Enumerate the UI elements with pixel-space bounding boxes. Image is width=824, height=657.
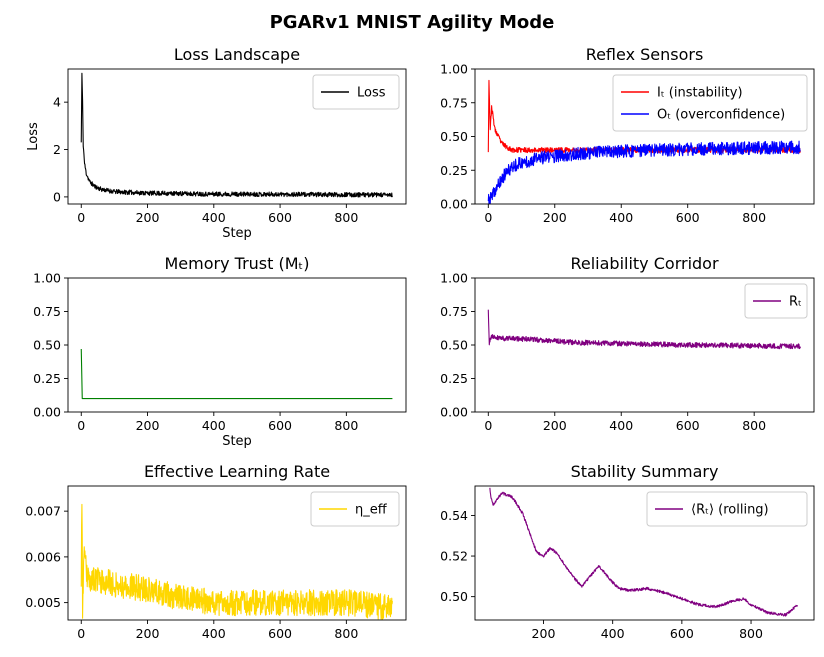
panel-reliability: Reliability Corridor 0 200 400 600 800 0.00 0.2… (440, 254, 815, 433)
legend: Iₜ (instability) Oₜ (overconfidence) (612, 74, 808, 132)
panel-title: Reflex Sensors (586, 45, 704, 64)
y-tick-label: 0.50 (440, 129, 468, 144)
x-tick-label: 200 (136, 418, 160, 433)
series-line-reflex-1 (487, 140, 801, 204)
axes-frame (67, 277, 407, 413)
x-tick-label: 0 (77, 418, 85, 433)
y-tick-label: 0.25 (33, 371, 61, 386)
y-tick-label: 0.007 (25, 504, 61, 519)
panel-title: Stability Summary (571, 462, 719, 481)
y-tick-label: 0.52 (440, 549, 468, 564)
series-line-reliability-0 (487, 309, 801, 350)
y-tick-label: 4 (53, 95, 61, 110)
panel-reflex: Reflex Sensors 0 200 400 600 800 0.00 0.25 0.50 0… (440, 45, 815, 225)
y-tick-label: 0.005 (25, 595, 61, 610)
y-tick-label: 0.50 (33, 338, 61, 353)
axes-frame (474, 485, 815, 621)
y-tick-label: 1.00 (440, 271, 468, 286)
y-tick-label: 0.75 (440, 304, 468, 319)
y-tick-label: 2 (53, 142, 61, 157)
y-tick-label: 1.00 (440, 62, 468, 77)
x-tick-label: 200 (543, 210, 567, 225)
axes-frame (67, 68, 407, 205)
series-line-memory-0 (80, 349, 393, 400)
x-tick-label: 200 (136, 626, 160, 641)
x-tick-label: 200 (532, 626, 556, 641)
x-tick-label: 600 (676, 418, 700, 433)
panel-title: Memory Trust (Mₜ) (165, 254, 310, 273)
x-tick-label: 600 (268, 418, 292, 433)
y-tick-label: 0.75 (33, 304, 61, 319)
panel-loss: Loss Landscape 0 200 400 600 800 0 2 4 Step Loss Lo… (26, 45, 407, 241)
x-tick-label: 800 (742, 210, 766, 225)
legend: Loss (312, 74, 400, 110)
legend: η_eff (310, 491, 400, 527)
x-tick-label: 0 (484, 418, 492, 433)
x-tick-label: 200 (543, 418, 567, 433)
x-axis-label: Step (222, 434, 252, 449)
x-tick-label: 400 (202, 418, 226, 433)
y-tick-label: 0.25 (440, 371, 468, 386)
y-tick-label: 1.00 (33, 271, 61, 286)
legend-box (646, 491, 808, 527)
x-tick-label: 800 (739, 626, 763, 641)
x-tick-label: 600 (268, 210, 292, 225)
figure-title: PGARv1 MNIST Agility Mode (270, 12, 555, 33)
x-tick-label: 400 (609, 210, 633, 225)
legend-entry: Loss (357, 86, 386, 101)
legend-entry: ⟨Rₜ⟩ (rolling) (691, 503, 769, 518)
x-tick-label: 400 (202, 210, 226, 225)
y-tick-label: 0 (53, 189, 61, 204)
y-tick-label: 0.50 (440, 589, 468, 604)
y-tick-label: 0.50 (440, 338, 468, 353)
legend-entry: Iₜ (instability) (657, 86, 743, 101)
legend-box (310, 491, 400, 527)
x-tick-label: 0 (484, 210, 492, 225)
x-tick-label: 200 (136, 210, 160, 225)
x-tick-label: 600 (268, 626, 292, 641)
x-tick-label: 800 (742, 418, 766, 433)
y-tick-label: 0.75 (440, 95, 468, 110)
series-line-stability-0 (489, 487, 798, 617)
panel-memory: Memory Trust (Mₜ) 0 200 400 600 800 0.00 0.25 0.… (33, 254, 407, 449)
y-tick-label: 0.00 (440, 197, 468, 212)
x-tick-label: 800 (334, 418, 358, 433)
legend: Rₜ (744, 283, 808, 319)
y-tick-label: 0.54 (440, 508, 468, 523)
x-tick-label: 800 (334, 210, 358, 225)
panel-lr: Effective Learning Rate 0 200 400 600 800 0.00… (25, 462, 407, 641)
y-tick-label: 0.00 (440, 405, 468, 420)
series-line-loss-0 (80, 72, 393, 198)
series-line-lr-0 (80, 503, 393, 620)
panel-title: Reliability Corridor (570, 254, 718, 273)
legend-box (612, 74, 808, 132)
y-tick-label: 0.25 (440, 163, 468, 178)
y-tick-label: 0.006 (25, 549, 61, 564)
x-tick-label: 400 (202, 626, 226, 641)
x-tick-label: 600 (670, 626, 694, 641)
legend: ⟨Rₜ⟩ (rolling) (646, 491, 808, 527)
x-tick-label: 0 (77, 626, 85, 641)
panel-title: Loss Landscape (174, 45, 300, 64)
y-axis-label: Loss (26, 122, 41, 151)
panel-title: Effective Learning Rate (144, 462, 330, 481)
y-tick-label: 0.00 (33, 405, 61, 420)
legend-box (312, 74, 400, 110)
legend-entry: η_eff (355, 503, 388, 518)
x-tick-label: 400 (609, 418, 633, 433)
x-axis-label: Step (222, 226, 252, 241)
x-tick-label: 800 (334, 626, 358, 641)
legend-entry: Oₜ (overconfidence) (657, 108, 785, 123)
legend-entry: Rₜ (789, 295, 802, 310)
axes-frame (67, 485, 407, 621)
panel-stability: Stability Summary 200 400 600 800 0.50 0.52 0.5… (440, 462, 815, 641)
x-tick-label: 600 (676, 210, 700, 225)
x-tick-label: 400 (601, 626, 625, 641)
x-tick-label: 0 (77, 210, 85, 225)
